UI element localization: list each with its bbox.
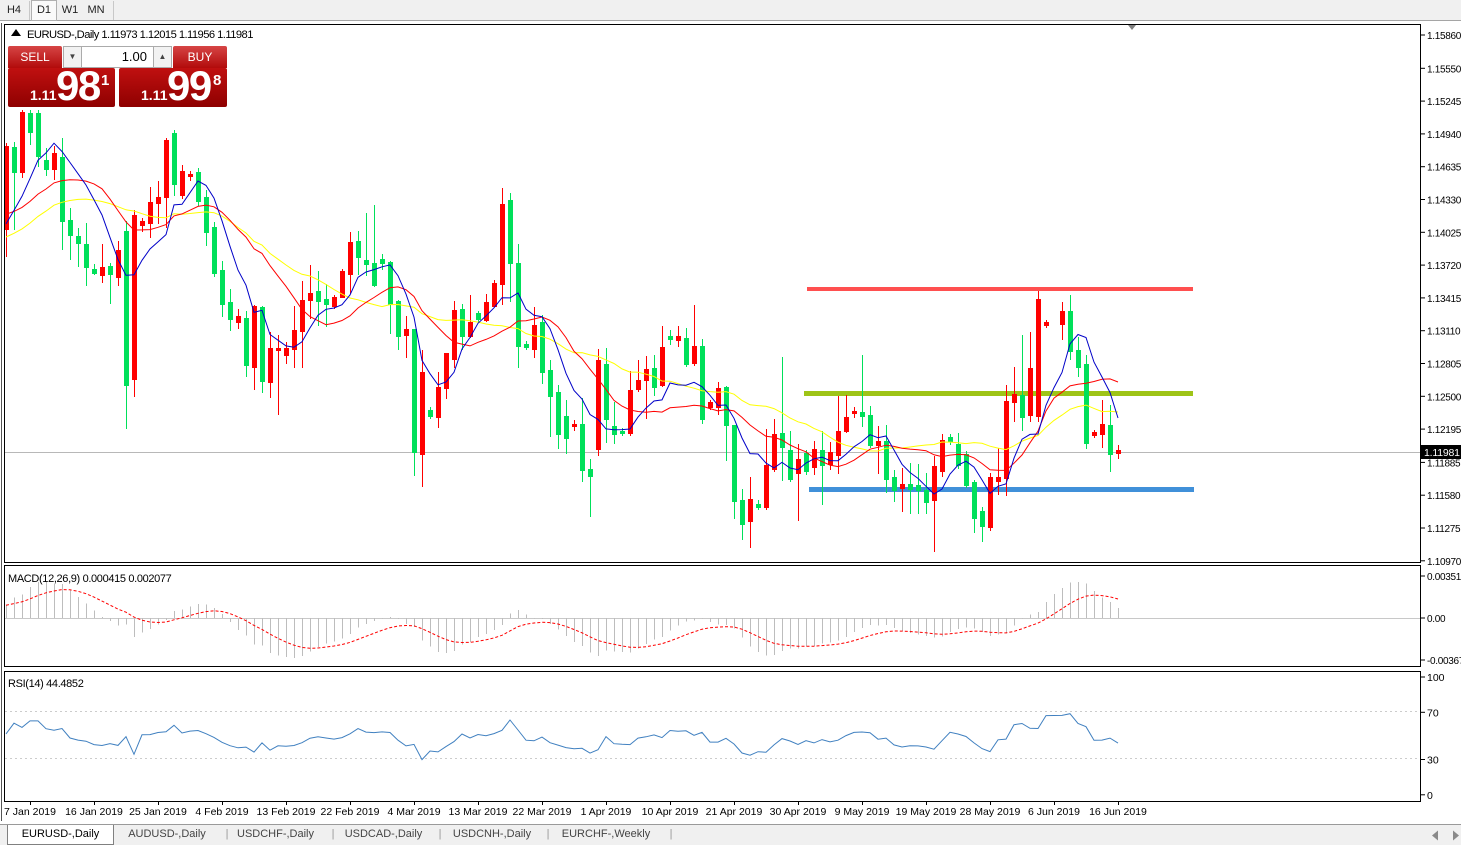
svg-text:1.13720: 1.13720 (1427, 261, 1461, 272)
svg-text:25 Jan 2019: 25 Jan 2019 (129, 806, 187, 818)
svg-text:6 Jun 2019: 6 Jun 2019 (1028, 806, 1080, 818)
svg-text:1.10970: 1.10970 (1427, 557, 1461, 568)
svg-text:13 Feb 2019: 13 Feb 2019 (257, 806, 316, 818)
svg-text:1.13415: 1.13415 (1427, 294, 1461, 305)
svg-text:MACD(12,26,9) 0.000415 0.00207: MACD(12,26,9) 0.000415 0.002077 (8, 573, 172, 585)
svg-text:9 May 2019: 9 May 2019 (835, 806, 890, 818)
svg-text:16 Jun 2019: 16 Jun 2019 (1089, 806, 1147, 818)
svg-text:30: 30 (1427, 755, 1439, 767)
svg-text:1.11981: 1.11981 (1424, 447, 1460, 459)
svg-text:1.15245: 1.15245 (1427, 97, 1461, 108)
svg-text:16 Jan 2019: 16 Jan 2019 (65, 806, 123, 818)
svg-text:0.00: 0.00 (1427, 614, 1446, 625)
svg-text:1.12805: 1.12805 (1427, 360, 1461, 371)
svg-text:1.15860: 1.15860 (1427, 31, 1461, 42)
svg-text:-0.00367: -0.00367 (1427, 656, 1461, 667)
svg-text:22 Feb 2019: 22 Feb 2019 (321, 806, 380, 818)
svg-text:19 May 2019: 19 May 2019 (896, 806, 957, 818)
svg-text:10 Apr 2019: 10 Apr 2019 (642, 806, 699, 818)
svg-text:1.11885: 1.11885 (1427, 458, 1461, 469)
svg-text:1.15550: 1.15550 (1427, 64, 1461, 75)
svg-text:22 Mar 2019: 22 Mar 2019 (513, 806, 572, 818)
svg-text:28 May 2019: 28 May 2019 (960, 806, 1021, 818)
svg-text:1.14940: 1.14940 (1427, 130, 1461, 141)
svg-text:7 Jan 2019: 7 Jan 2019 (4, 806, 56, 818)
svg-text:1.14635: 1.14635 (1427, 163, 1461, 174)
svg-text:1.14330: 1.14330 (1427, 196, 1461, 207)
svg-text:100: 100 (1427, 672, 1445, 684)
svg-text:0.003518: 0.003518 (1427, 572, 1461, 583)
svg-text:1.12195: 1.12195 (1427, 425, 1461, 436)
svg-text:EURUSD-,Daily 1.11973 1.12015: EURUSD-,Daily 1.11973 1.12015 1.11956 1.… (27, 29, 253, 41)
svg-text:1 Apr 2019: 1 Apr 2019 (581, 806, 632, 818)
svg-text:21 Apr 2019: 21 Apr 2019 (706, 806, 763, 818)
svg-text:1.11580: 1.11580 (1427, 491, 1461, 502)
svg-text:4 Feb 2019: 4 Feb 2019 (195, 806, 248, 818)
svg-text:1.14025: 1.14025 (1427, 228, 1461, 239)
svg-text:30 Apr 2019: 30 Apr 2019 (770, 806, 827, 818)
svg-text:4 Mar 2019: 4 Mar 2019 (387, 806, 440, 818)
svg-text:13 Mar 2019: 13 Mar 2019 (449, 806, 508, 818)
svg-text:1.12500: 1.12500 (1427, 392, 1461, 403)
svg-text:RSI(14) 44.4852: RSI(14) 44.4852 (8, 678, 84, 690)
svg-text:70: 70 (1427, 707, 1439, 719)
svg-text:1.13110: 1.13110 (1427, 327, 1461, 338)
svg-text:1.11275: 1.11275 (1427, 524, 1461, 535)
svg-text:0: 0 (1427, 790, 1433, 802)
